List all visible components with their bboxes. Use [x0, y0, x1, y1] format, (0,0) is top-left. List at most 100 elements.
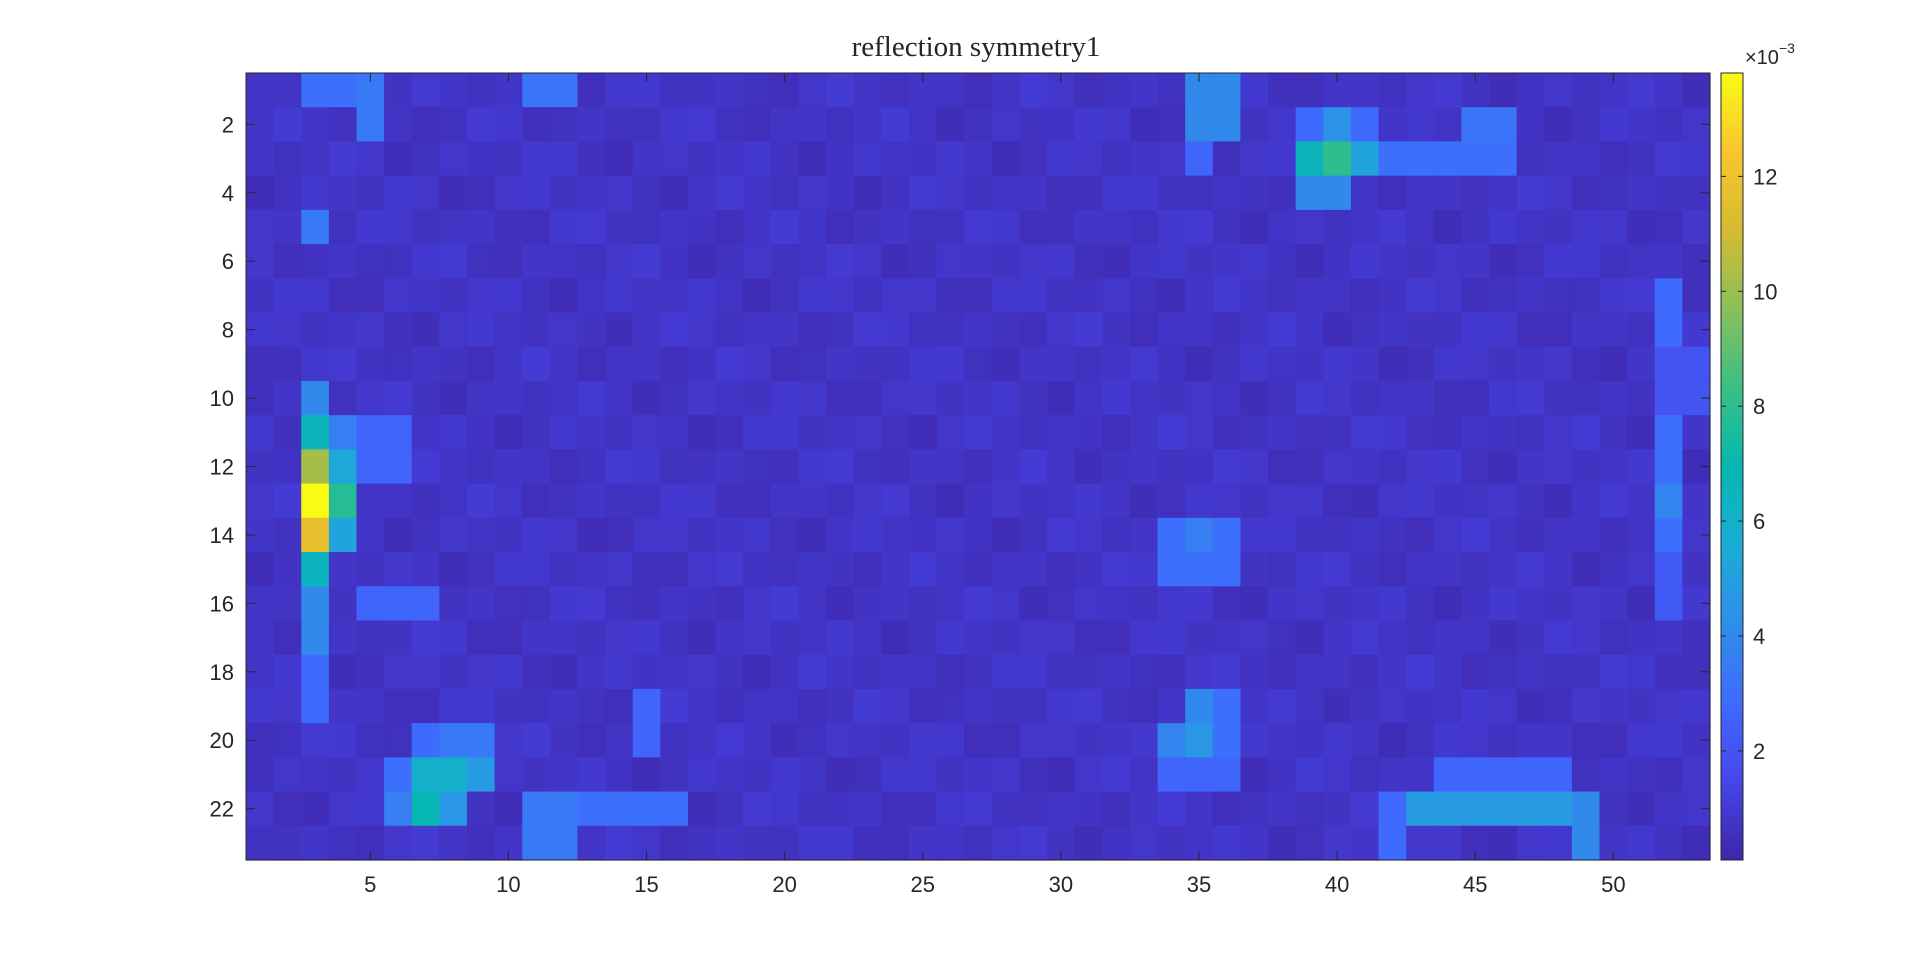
- heatmap-cell: [549, 244, 579, 279]
- heatmap-cell: [1378, 415, 1407, 450]
- heatmap-cell: [1489, 278, 1518, 314]
- heatmap-cell: [1544, 449, 1573, 485]
- heatmap-cell: [273, 73, 302, 108]
- heatmap-cell: [1295, 107, 1324, 143]
- heatmap-cell: [356, 586, 385, 622]
- heatmap-cell: [1599, 312, 1628, 348]
- heatmap-cell: [1185, 449, 1214, 485]
- heatmap-cell: [439, 415, 468, 450]
- heatmap-cell: [1433, 107, 1462, 143]
- heatmap-cell: [798, 483, 827, 519]
- heatmap-cell: [1157, 757, 1186, 793]
- heatmap-cell: [1571, 688, 1601, 724]
- heatmap-cell: [1019, 175, 1048, 211]
- heatmap-cell: [1350, 483, 1380, 519]
- heatmap-cell: [660, 586, 689, 622]
- heatmap-cell: [1378, 654, 1407, 690]
- heatmap-cell: [1461, 552, 1490, 587]
- heatmap-cell: [1433, 517, 1462, 553]
- heatmap-cell: [743, 346, 772, 382]
- heatmap-cell: [384, 244, 413, 279]
- heatmap-cell: [1102, 825, 1131, 861]
- heatmap-cell: [1268, 141, 1297, 177]
- heatmap-cell: [1268, 415, 1297, 450]
- heatmap-cell: [743, 244, 772, 279]
- heatmap-cell: [715, 757, 744, 793]
- heatmap-cell: [1406, 73, 1435, 108]
- heatmap-cell: [577, 449, 606, 485]
- heatmap-cell: [605, 620, 634, 656]
- heatmap-cell: [936, 244, 965, 279]
- heatmap-cell: [466, 346, 496, 382]
- heatmap-cell: [384, 278, 413, 314]
- heatmap-cell: [466, 175, 496, 211]
- heatmap-cell: [1489, 552, 1518, 587]
- heatmap-cell: [1019, 586, 1048, 622]
- heatmap-cell: [743, 415, 772, 450]
- heatmap-cell: [1129, 73, 1159, 108]
- heatmap-cell: [826, 654, 855, 690]
- heatmap-cell: [1544, 209, 1573, 245]
- heatmap-cell: [743, 723, 772, 758]
- heatmap-cell: [908, 141, 938, 177]
- heatmap-cell: [301, 415, 330, 450]
- heatmap-cell: [1074, 312, 1103, 348]
- heatmap-cell: [1544, 141, 1573, 177]
- heatmap-cell: [301, 449, 330, 485]
- heatmap-cell: [356, 517, 385, 553]
- heatmap-cell: [1571, 791, 1601, 827]
- heatmap-cell: [522, 209, 551, 245]
- heatmap-cell: [1378, 312, 1407, 348]
- heatmap-cell: [1682, 415, 1711, 450]
- heatmap-cell: [1571, 244, 1601, 279]
- heatmap-cell: [1212, 757, 1242, 793]
- heatmap-cell: [1129, 688, 1159, 724]
- heatmap-cell: [1350, 825, 1380, 861]
- heatmap-cell: [1461, 723, 1490, 758]
- heatmap-cell: [991, 517, 1021, 553]
- heatmap-cell: [1378, 141, 1407, 177]
- heatmap-cell: [1516, 723, 1545, 758]
- heatmap-cell: [411, 757, 440, 793]
- heatmap-cell: [605, 278, 634, 314]
- heatmap-cell: [1185, 552, 1214, 587]
- heatmap-cell: [798, 346, 827, 382]
- heatmap-cell: [1185, 107, 1214, 143]
- heatmap-cell: [1129, 620, 1159, 656]
- heatmap-cell: [1074, 825, 1103, 861]
- heatmap-cell: [1295, 415, 1324, 450]
- heatmap-cell: [549, 688, 579, 724]
- heatmap-cell: [1599, 346, 1628, 382]
- heatmap-cell: [1599, 175, 1628, 211]
- heatmap-cell: [384, 73, 413, 108]
- heatmap-cell: [411, 825, 440, 861]
- heatmap-cell: [1599, 791, 1628, 827]
- heatmap-cell: [826, 73, 855, 108]
- heatmap-cell: [301, 723, 330, 758]
- heatmap-cell: [439, 346, 468, 382]
- heatmap-cell: [1019, 209, 1048, 245]
- heatmap-cell: [1157, 244, 1186, 279]
- heatmap-cell: [1240, 278, 1269, 314]
- heatmap-cell: [356, 449, 385, 485]
- heatmap-cell: [1047, 312, 1076, 348]
- heatmap-cell: [964, 415, 993, 450]
- heatmap-cell: [1627, 552, 1656, 587]
- heatmap-cell: [798, 141, 827, 177]
- heatmap-cell: [632, 757, 661, 793]
- heatmap-cells: [246, 73, 1711, 861]
- heatmap-cell: [1433, 278, 1462, 314]
- heatmap-cell: [466, 654, 496, 690]
- heatmap-cell: [356, 209, 385, 245]
- heatmap-cell: [439, 620, 468, 656]
- heatmap-cell: [715, 688, 744, 724]
- heatmap-cell: [1129, 141, 1159, 177]
- heatmap-cell: [605, 483, 634, 519]
- heatmap-cell: [439, 244, 468, 279]
- heatmap-cell: [908, 312, 938, 348]
- heatmap-cell: [1654, 586, 1683, 622]
- heatmap-cell: [660, 209, 689, 245]
- heatmap-cell: [1406, 449, 1435, 485]
- heatmap-cell: [1240, 141, 1269, 177]
- heatmap-cell: [826, 312, 855, 348]
